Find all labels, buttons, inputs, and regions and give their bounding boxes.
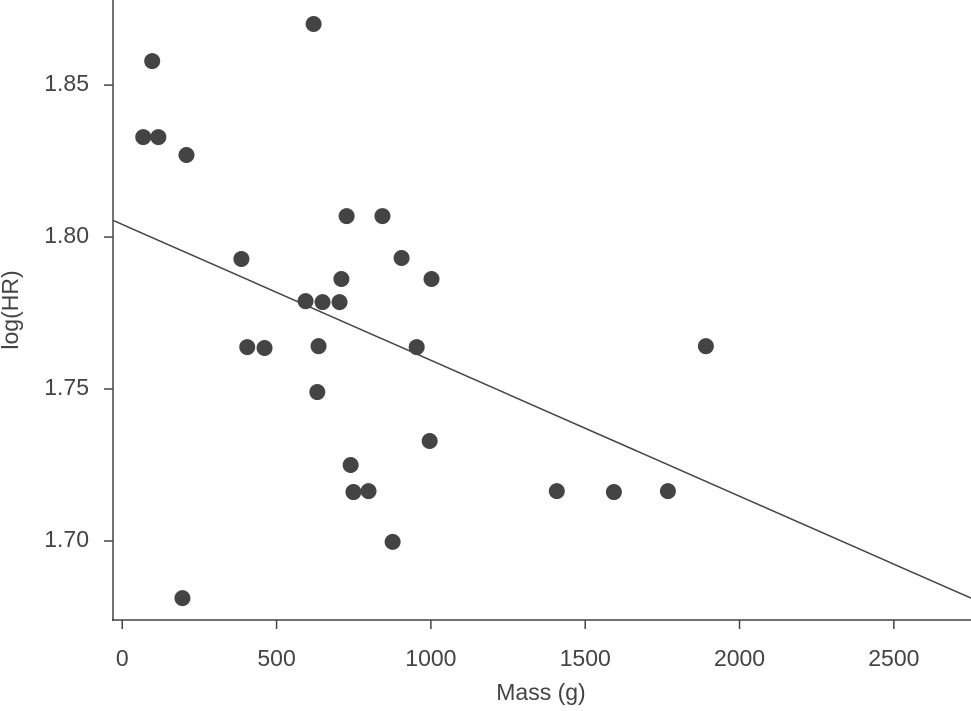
- x-tick-label: 0: [116, 645, 129, 671]
- point: [305, 16, 322, 33]
- point: [338, 208, 355, 225]
- point: [233, 250, 250, 267]
- x-tick-label: 1000: [405, 645, 456, 671]
- point: [314, 294, 331, 311]
- point: [144, 53, 161, 70]
- point: [174, 590, 191, 607]
- point: [345, 484, 362, 501]
- y-tick-label: 1.70: [44, 526, 89, 552]
- point: [239, 339, 256, 356]
- point: [548, 483, 565, 500]
- point: [342, 457, 359, 473]
- point: [331, 294, 348, 311]
- x-tick-label: 2000: [714, 645, 765, 671]
- y-tick-label: 1.75: [44, 374, 89, 400]
- point: [333, 271, 350, 287]
- point: [408, 339, 425, 356]
- x-axis-label: Mass (g): [496, 679, 585, 705]
- point: [360, 483, 377, 500]
- point: [423, 271, 440, 287]
- point: [297, 293, 314, 310]
- point: [178, 147, 195, 163]
- y-axis-label: log(HR): [0, 270, 23, 349]
- point: [659, 483, 676, 500]
- point: [384, 533, 401, 550]
- point: [697, 338, 714, 355]
- fit-line: [112, 219, 971, 599]
- point: [421, 432, 438, 449]
- point: [150, 129, 167, 146]
- y-tick-label: 1.80: [44, 222, 89, 248]
- x-tick-label: 1500: [560, 645, 611, 671]
- point: [393, 250, 410, 267]
- point: [310, 338, 327, 355]
- point: [309, 384, 326, 401]
- x-tick-label: 2500: [868, 645, 919, 671]
- point: [135, 129, 152, 146]
- x-tick-label: 500: [257, 645, 295, 671]
- point: [605, 484, 622, 501]
- point: [374, 208, 391, 225]
- y-tick-label: 1.85: [44, 70, 89, 96]
- point: [256, 339, 273, 356]
